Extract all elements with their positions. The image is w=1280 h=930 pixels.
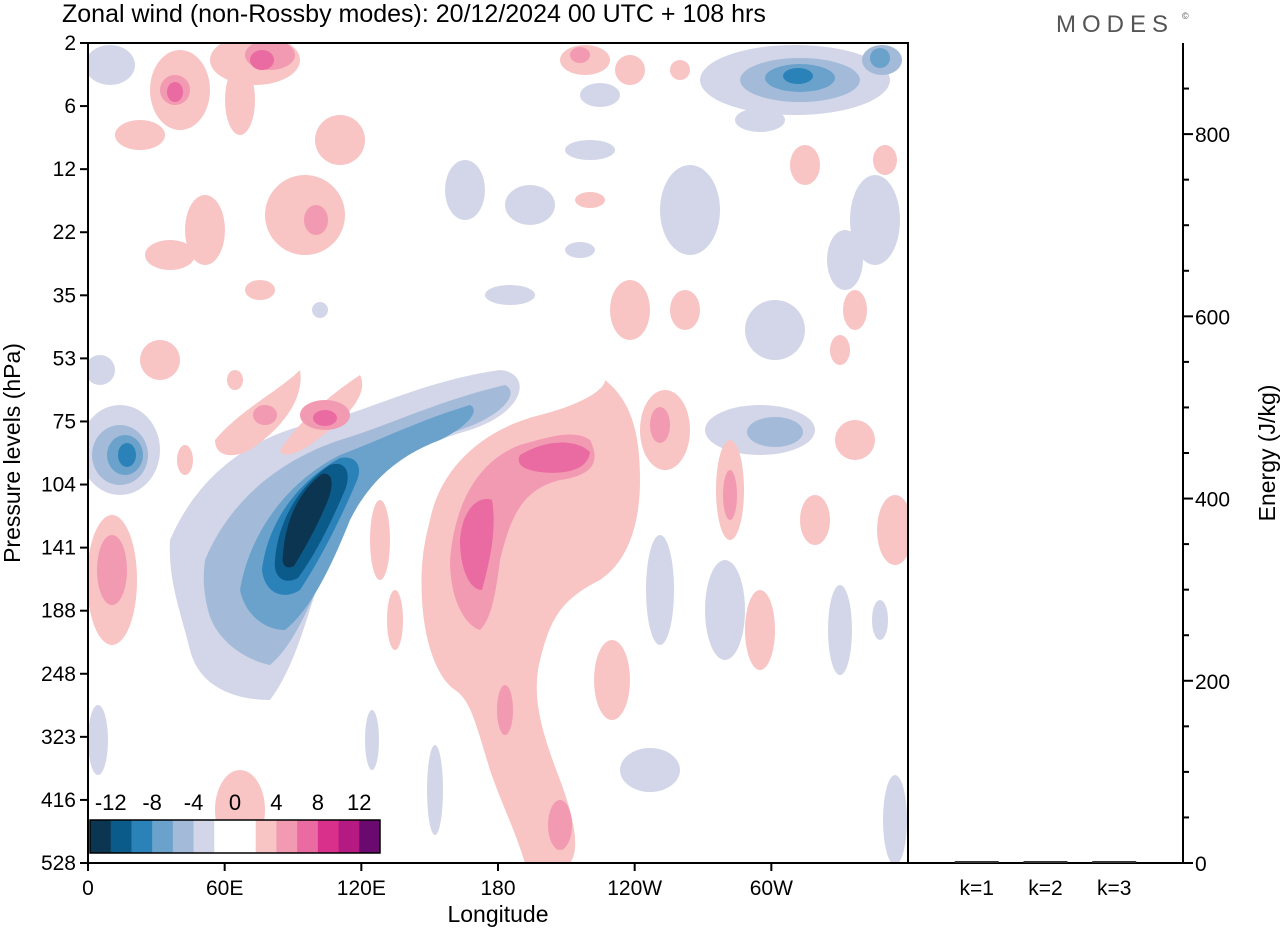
energy-tick-label: 800 [1195,124,1230,147]
colorbar-label: 0 [229,790,241,815]
colorbar-swatch [90,820,112,853]
svg-text:MODES: MODES [1056,11,1174,38]
y-tick-label: 35 [53,284,76,307]
chart-title: Zonal wind (non-Rossby modes): 20/12/202… [62,0,766,28]
x-tick-label: 60E [206,877,243,900]
energy-category-label: k=1 [960,877,994,900]
energy-bar [1023,861,1068,863]
y-tick-label: 416 [41,789,76,812]
energy-bar [954,861,999,863]
y-tick-label: 248 [41,663,76,686]
y-axis: 2 6 12 22 35 53 75 104 141 188 248 323 416 528 [41,32,88,875]
contour-field [88,43,908,863]
y-tick-label: 528 [41,852,76,875]
colorbar-swatch [297,820,319,853]
colorbar-swatch [235,820,257,853]
y-axis-title: Pressure levels (hPa) [0,343,25,563]
modes-logo: MODES © [1056,11,1189,38]
y-tick-label: 2 [64,32,76,55]
energy-category-label: k=2 [1028,877,1062,900]
x-tick-label: 0 [82,877,94,900]
colorbar-frame [89,819,381,854]
colorbar-swatch [359,820,381,853]
x-tick-label: 60W [750,877,793,900]
svg-text:©: © [1182,11,1189,21]
y-tick-label: 12 [53,158,76,181]
colorbar-label: 8 [312,790,324,815]
x-tick-label: 180 [480,877,515,900]
x-tick-label: 120E [337,877,386,900]
colorbar-swatch [338,820,360,853]
y-tick-label: 323 [41,726,76,749]
energy-bar [1092,861,1137,863]
y-tick-label: 141 [41,537,76,560]
energy-bars: k=1 k=2 k=3 [954,861,1137,900]
colorbar-swatch [152,820,174,853]
x-tick-label: 120W [607,877,662,900]
colorbar-label: 4 [270,790,282,815]
colorbar-label: -8 [142,790,162,815]
colorbar: -12 -8 -4 0 4 8 12 [89,790,381,854]
colorbar-swatch [214,820,236,853]
y-tick-label: 188 [41,600,76,623]
colorbar-swatch [317,820,340,853]
y-tick-label: 22 [53,221,76,244]
x-axis-title: Longitude [447,901,548,927]
y-tick-label: 6 [64,95,76,118]
y-tick-label: 53 [53,347,76,370]
energy-tick-label: 0 [1195,853,1207,876]
energy-category-label: k=3 [1097,877,1131,900]
energy-axis: 0 200 400 600 800 [1183,87,1230,876]
colorbar-swatch [131,820,153,853]
colorbar-swatch [193,820,215,853]
colorbar-swatch [276,820,298,853]
colorbar-label: 12 [347,790,371,815]
colorbar-swatch [172,820,195,853]
energy-tick-label: 600 [1195,306,1230,329]
energy-tick-label: 400 [1195,489,1230,512]
y-tick-label: 75 [53,410,76,433]
colorbar-swatch [255,820,277,853]
energy-axis-title: Energy (J/kg) [1254,385,1280,522]
colorbar-label: -4 [184,790,204,815]
colorbar-swatch [110,820,132,853]
energy-tick-label: 200 [1195,671,1230,694]
y-tick-label: 104 [41,474,76,497]
x-axis: 0 60E 120E 180 120W 60W [82,863,793,900]
colorbar-label: -12 [95,790,127,815]
